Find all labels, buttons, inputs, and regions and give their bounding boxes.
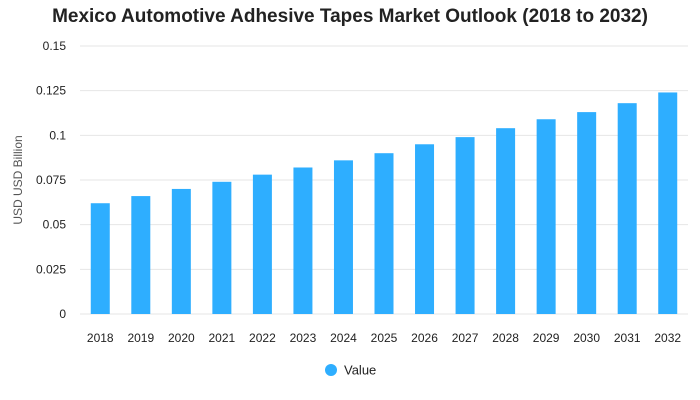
- legend-label: Value: [344, 363, 376, 378]
- bar[interactable]: [658, 92, 678, 314]
- bar[interactable]: [496, 128, 516, 314]
- x-tick-label: 2026: [411, 331, 438, 345]
- x-tick-label: 2022: [249, 331, 276, 345]
- x-tick-label: 2021: [209, 331, 236, 345]
- x-tick-label: 2027: [452, 331, 479, 345]
- x-tick-label: 2024: [330, 331, 357, 345]
- bar[interactable]: [293, 167, 313, 314]
- x-tick-label: 2020: [168, 331, 195, 345]
- y-tick-label: 0.1: [49, 128, 66, 142]
- x-tick-label: 2018: [87, 331, 114, 345]
- y-tick-label: 0.15: [43, 39, 67, 53]
- y-tick-label: 0.075: [36, 173, 66, 187]
- x-tick-label: 2028: [492, 331, 519, 345]
- bar[interactable]: [171, 188, 191, 314]
- chart-title: Mexico Automotive Adhesive Tapes Market …: [52, 6, 648, 27]
- y-tick-label: 0.05: [43, 218, 67, 232]
- x-tick-label: 2023: [290, 331, 317, 345]
- y-axis-title: USD USD Billion: [11, 135, 25, 224]
- x-axis: 2018 2019 2020 2021 2022 2023 2024 2025 2026 2027…: [87, 331, 681, 345]
- bar[interactable]: [212, 181, 232, 314]
- x-tick-label: 2025: [371, 331, 398, 345]
- x-tick-label: 2019: [127, 331, 154, 345]
- bar[interactable]: [333, 160, 353, 314]
- legend[interactable]: Value: [325, 363, 376, 378]
- bar[interactable]: [374, 153, 394, 314]
- y-tick-label: 0.025: [36, 262, 66, 276]
- x-tick-label: 2032: [654, 331, 681, 345]
- bar[interactable]: [252, 174, 272, 314]
- bar[interactable]: [617, 103, 637, 314]
- y-tick-label: 0: [59, 307, 66, 321]
- bars: [90, 92, 678, 315]
- bar[interactable]: [455, 137, 475, 314]
- y-axis: 0 0.025 0.05 0.075 0.1 0.125 0.15: [36, 39, 66, 321]
- legend-swatch: [325, 364, 337, 376]
- bar[interactable]: [415, 144, 435, 314]
- x-tick-label: 2030: [573, 331, 600, 345]
- y-tick-label: 0.125: [36, 84, 66, 98]
- bar[interactable]: [536, 119, 556, 315]
- bar[interactable]: [577, 112, 597, 315]
- bar[interactable]: [131, 196, 151, 314]
- bar[interactable]: [90, 203, 110, 314]
- x-tick-label: 2029: [533, 331, 560, 345]
- x-tick-label: 2031: [614, 331, 641, 345]
